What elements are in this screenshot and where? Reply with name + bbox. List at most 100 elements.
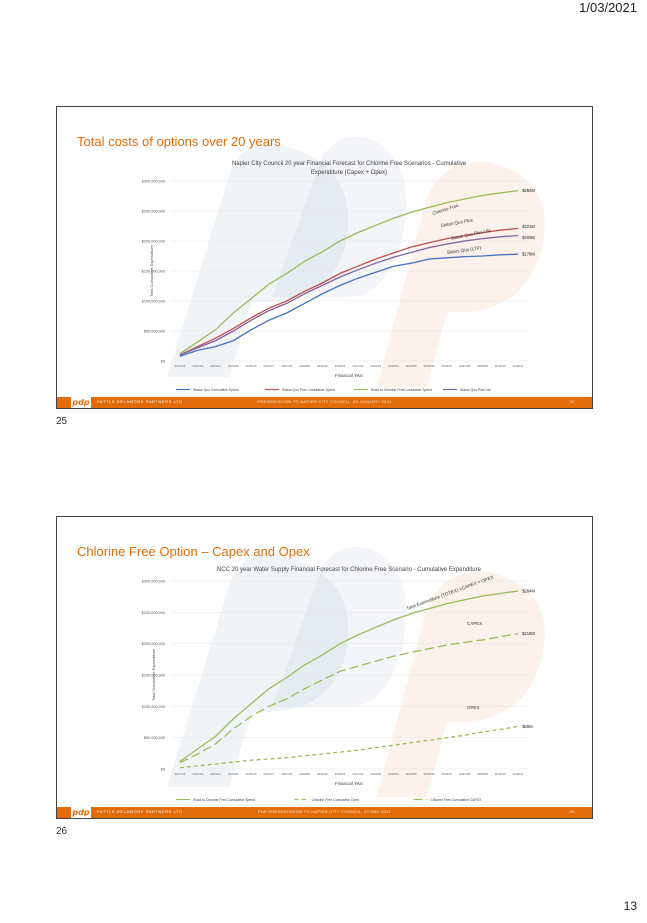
pdp-watermark-logo — [167, 547, 545, 797]
y-tick-label: $300,000,000 — [142, 180, 165, 184]
legend-item: Status Quo Cumulative Spend — [193, 388, 239, 392]
x-tick-label: 2023/24 — [210, 772, 221, 776]
series-end-label: $216M — [522, 631, 535, 636]
x-tick-label: 2032/33 — [370, 364, 381, 368]
x-tick-label: 2030/31 — [335, 364, 346, 368]
company-name: PATTLE DELAMORE PARTNERS LTD — [97, 809, 183, 814]
x-tick-label: 2035/36 — [424, 772, 435, 776]
y-tick-label: $250,000,000 — [142, 210, 165, 214]
x-tick-label: 2032/33 — [370, 772, 381, 776]
series-curve-label: Total Expenditure (TOTEX) =CAPEX + OPEX — [406, 575, 495, 611]
slide-number-label: 26 — [56, 826, 68, 837]
x-tick-label: 2035/36 — [424, 364, 435, 368]
series-curve-label: Status Quo (LTP) — [446, 245, 482, 255]
slide-title: Total costs of options over 20 years — [77, 134, 281, 149]
series-end-label: $68M — [522, 724, 533, 729]
series-curve-label: CAPEX — [467, 621, 482, 626]
series-end-label: $221M — [522, 224, 535, 229]
x-tick-label: 2038/39 — [477, 772, 488, 776]
x-tick-label: 2021/22 — [174, 364, 185, 368]
x-tick-label: 2031/32 — [352, 364, 363, 368]
x-tick-label: 2027/28 — [281, 772, 292, 776]
chart-title: Expenditure (Capex + Opex) — [311, 170, 387, 176]
y-tick-label: $0 — [161, 768, 165, 772]
chart-title: NCC 20 year Water Supply Financial Forec… — [217, 567, 482, 573]
y-tick-label: $200,000,000 — [142, 240, 165, 244]
x-tick-label: 2036/37 — [441, 772, 452, 776]
slide-footer: pdp PATTLE DELAMORE PARTNERS LTD PRESENT… — [57, 397, 592, 408]
x-tick-label: 2040/41 — [513, 364, 524, 368]
series-line — [179, 227, 519, 356]
y-tick-label: $0 — [161, 360, 165, 364]
series-line — [179, 632, 519, 764]
pdp-logo: pdp — [71, 807, 91, 818]
series-line — [179, 253, 519, 357]
company-name: PATTLE DELAMORE PARTNERS LTD — [97, 399, 183, 404]
y-tick-label: $50,000,000 — [144, 330, 165, 334]
legend-item: Road to Chlorine FreeCumulative Spend — [371, 388, 432, 392]
legend-item: Road to Chlorine Free Cumulative Spend — [193, 798, 255, 802]
cumulative-cost-chart: Napier City Council 20 year Financial Fo… — [142, 161, 536, 392]
y-tick-label: $50,000,000 — [144, 736, 165, 740]
y-axis-label: Total Cumulative Expenditure — [151, 648, 156, 701]
y-axis-label: Total Cumulative Expenditure — [149, 244, 154, 297]
legend-item: Status Quo Plus Cumulative Spend — [282, 388, 335, 392]
legend-item: Status Quo Plus Lite — [460, 388, 491, 392]
y-tick-label: $100,000,000 — [142, 705, 165, 709]
slide-title: Chlorine Free Option – Capex and Opex — [77, 544, 310, 559]
x-tick-label: 2028/29 — [299, 364, 310, 368]
series-end-label: $178M — [522, 252, 535, 257]
x-axis-label: Financial Year — [335, 781, 364, 786]
x-axis-label: Financial Year — [335, 373, 364, 378]
x-tick-label: 2038/39 — [477, 364, 488, 368]
x-tick-label: 2039/40 — [495, 364, 506, 368]
x-tick-label: 2034/35 — [406, 772, 417, 776]
series-curve-label: Chlorine Free — [432, 203, 460, 216]
x-tick-label: 2029/30 — [317, 772, 328, 776]
series-curve-label: Status Quo Plus — [440, 217, 474, 228]
x-tick-label: 2039/40 — [495, 772, 506, 776]
series-end-label: $284M — [522, 188, 535, 193]
x-tick-label: 2029/30 — [317, 364, 328, 368]
y-tick-label: $200,000,000 — [142, 642, 165, 646]
series-end-label: $209M — [522, 235, 535, 240]
x-tick-label: 2027/28 — [281, 364, 292, 368]
x-tick-label: 2028/29 — [299, 772, 310, 776]
legend-item: Chlorine Free Cumulative CAPEX — [430, 798, 482, 802]
presentation-caption: PRESENTATION TO NAPIER CITY COUNCIL, 28 … — [257, 399, 392, 404]
page-number: 13 — [623, 899, 637, 913]
x-tick-label: 2037/38 — [459, 772, 470, 776]
pdp-watermark-logo — [167, 137, 545, 387]
slide-number-label: 25 — [56, 416, 68, 427]
series-line — [179, 234, 519, 356]
series-curve-label: Status Quo Plus Lite — [450, 227, 492, 241]
x-tick-label: 2030/31 — [335, 772, 346, 776]
x-tick-label: 2025/26 — [246, 772, 257, 776]
y-tick-label: $100,000,000 — [142, 300, 165, 304]
x-tick-label: 2026/27 — [263, 772, 274, 776]
x-tick-label: 2037/38 — [459, 364, 470, 368]
slide-footer: pdp PATTLE DELAMORE PARTNERS LTD PDP PRE… — [57, 807, 592, 818]
legend-item: Chlorine Free Cumulative Opex — [312, 798, 360, 802]
x-tick-label: 2033/34 — [388, 772, 399, 776]
y-tick-label: $150,000,000 — [142, 270, 165, 274]
page-date: 1/03/2021 — [579, 0, 637, 15]
slide-25: Total costs of options over 20 years Nap… — [56, 106, 593, 409]
y-tick-label: $250,000,000 — [142, 611, 165, 615]
chart-title: Napier City Council 20 year Financial Fo… — [232, 161, 467, 167]
x-tick-label: 2023/24 — [210, 364, 221, 368]
series-line — [179, 590, 519, 763]
x-tick-label: 2036/37 — [441, 364, 452, 368]
x-tick-label: 2021/22 — [174, 772, 185, 776]
presentation-caption: PDP PRESENTATION TO NAPIER CITY COUNCIL,… — [257, 809, 392, 814]
x-tick-label: 2033/34 — [388, 364, 399, 368]
x-tick-label: 2025/26 — [246, 364, 257, 368]
pdp-logo: pdp — [71, 397, 91, 408]
x-tick-label: 2024/25 — [228, 772, 239, 776]
x-tick-label: 2022/23 — [192, 772, 203, 776]
x-tick-label: 2040/41 — [513, 772, 524, 776]
capex-opex-chart: NCC 20 year Water Supply Financial Forec… — [142, 567, 536, 802]
x-tick-label: 2022/23 — [192, 364, 203, 368]
series-line — [179, 189, 519, 355]
slide-26: Chlorine Free Option – Capex and Opex NC… — [56, 516, 593, 819]
